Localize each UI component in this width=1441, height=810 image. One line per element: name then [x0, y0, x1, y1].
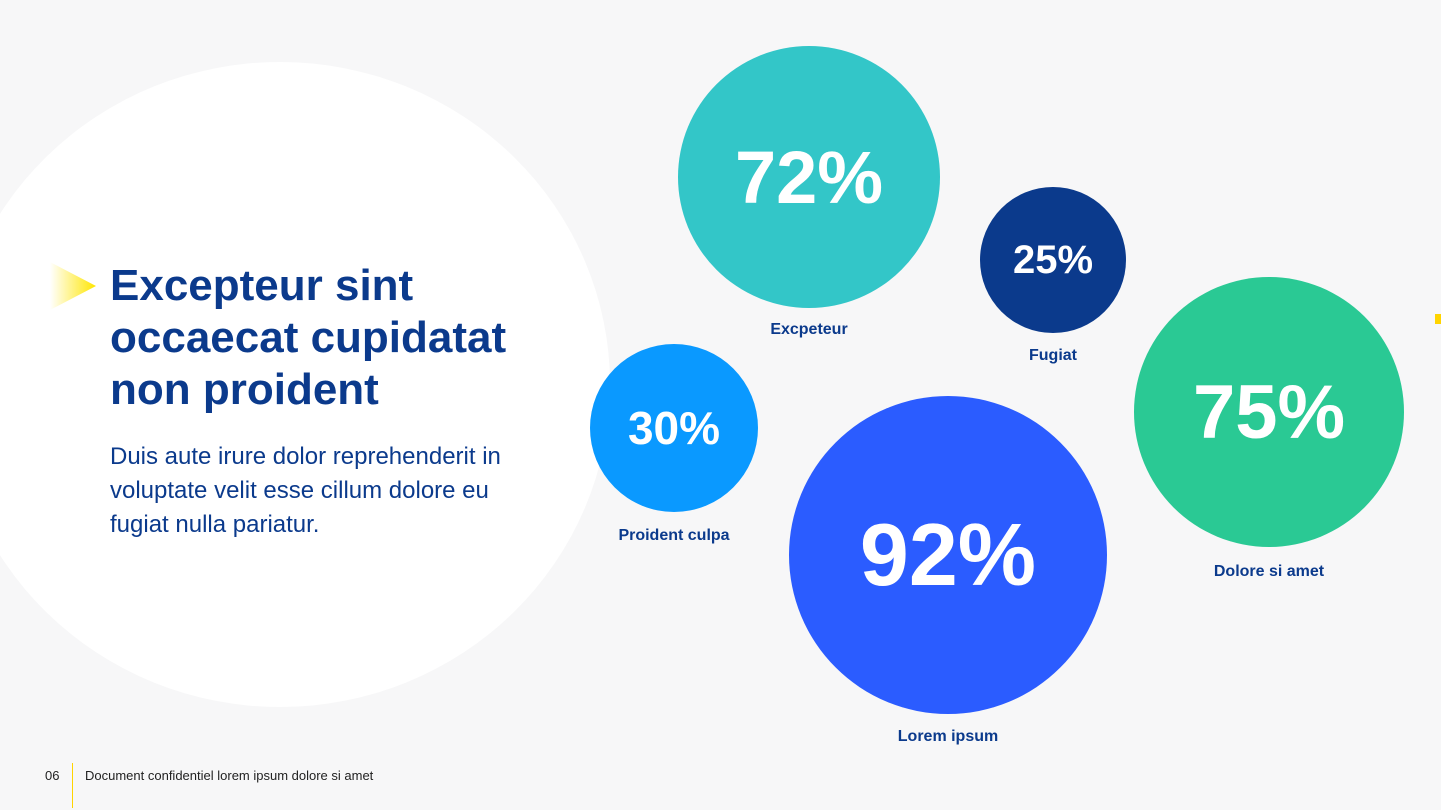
bubble-excpeteur: 72% — [678, 46, 940, 308]
arrow-icon — [50, 262, 96, 310]
footer-divider — [72, 763, 73, 808]
bubble-dolore-si-amet: 75% — [1134, 277, 1404, 547]
background-circle — [0, 62, 610, 707]
bubble-label-lorem-ipsum: Lorem ipsum — [897, 728, 999, 745]
bubble-value-dolore-si-amet: 75% — [1192, 369, 1346, 455]
bubble-label-proident-culpa: Proident culpa — [618, 527, 730, 544]
slide-body: Duis aute irure dolor reprehenderit in v… — [110, 443, 501, 538]
bubble-lorem-ipsum: 92% — [789, 396, 1107, 714]
bubble-fugiat: 25% — [980, 187, 1126, 333]
bubble-value-lorem-ipsum: 92% — [859, 505, 1037, 604]
bubble-label-fugiat: Fugiat — [1029, 347, 1077, 364]
bubble-label-dolore-si-amet: Dolore si amet — [1213, 563, 1325, 580]
bubble-value-fugiat: 25% — [1012, 237, 1094, 282]
slide-title: Excepteur sint occaecat cupidatat non pr… — [110, 261, 507, 414]
footer-text: Document confidentiel lorem ipsum dolore… — [85, 768, 374, 783]
bubble-proident-culpa: 30% — [590, 344, 758, 512]
page-number: 06 — [45, 768, 60, 783]
bubble-label-excpeteur: Excpeteur — [770, 321, 848, 338]
bubble-value-excpeteur: 72% — [734, 135, 884, 219]
edge-accent-mark — [1435, 314, 1441, 324]
bubble-value-proident-culpa: 30% — [627, 402, 721, 454]
